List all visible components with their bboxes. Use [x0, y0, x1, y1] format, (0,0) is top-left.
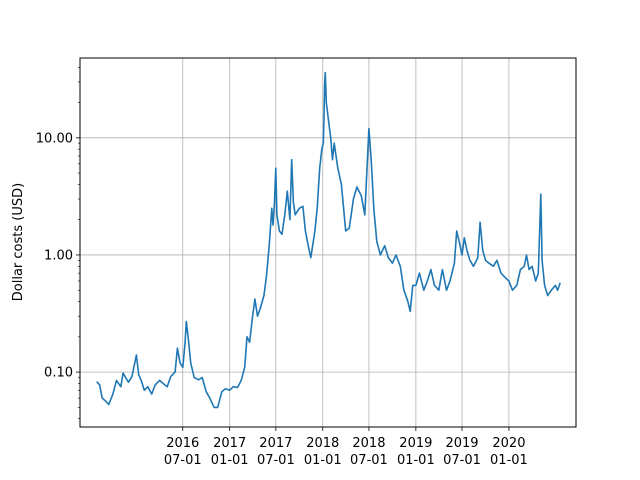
x-tick-label-year: 2020	[492, 436, 525, 451]
x-tick-label-year: 2017	[259, 436, 292, 451]
x-tick-label-date: 07-01	[257, 453, 295, 468]
x-tick-label-date: 07-01	[443, 453, 481, 468]
x-tick-label-date: 01-01	[397, 453, 435, 468]
x-tick-label-year: 2018	[352, 436, 385, 451]
x-tick-label-date: 01-01	[211, 453, 249, 468]
x-tick-label-year: 2019	[445, 436, 478, 451]
x-tick-label-year: 2016	[166, 436, 199, 451]
x-tick-label-year: 2017	[213, 436, 246, 451]
y-tick-label: 10.00	[36, 131, 73, 146]
x-tick-label-date: 01-01	[304, 453, 342, 468]
x-axis-ticks: 2016 07-01 2017 01-01 2017 07-01 2018 01-01 2018…	[164, 427, 528, 468]
y-tick-label: 1.00	[44, 248, 73, 263]
plot-frame	[79, 57, 577, 428]
x-tick-label-date: 07-01	[164, 453, 202, 468]
y-axis-ticks: 0.10 1.00 10.00	[36, 66, 80, 420]
x-tick-label-date: 07-01	[350, 453, 388, 468]
grid-lines	[80, 58, 576, 427]
y-tick-label: 0.10	[44, 366, 73, 381]
series-line	[96, 71, 561, 409]
x-tick-label-year: 2019	[399, 436, 432, 451]
y-axis-label: Dollar costs (USD)	[11, 183, 26, 301]
x-tick-label-date: 01-01	[490, 453, 528, 468]
x-tick-label-year: 2018	[306, 436, 339, 451]
series-layer	[96, 71, 561, 409]
